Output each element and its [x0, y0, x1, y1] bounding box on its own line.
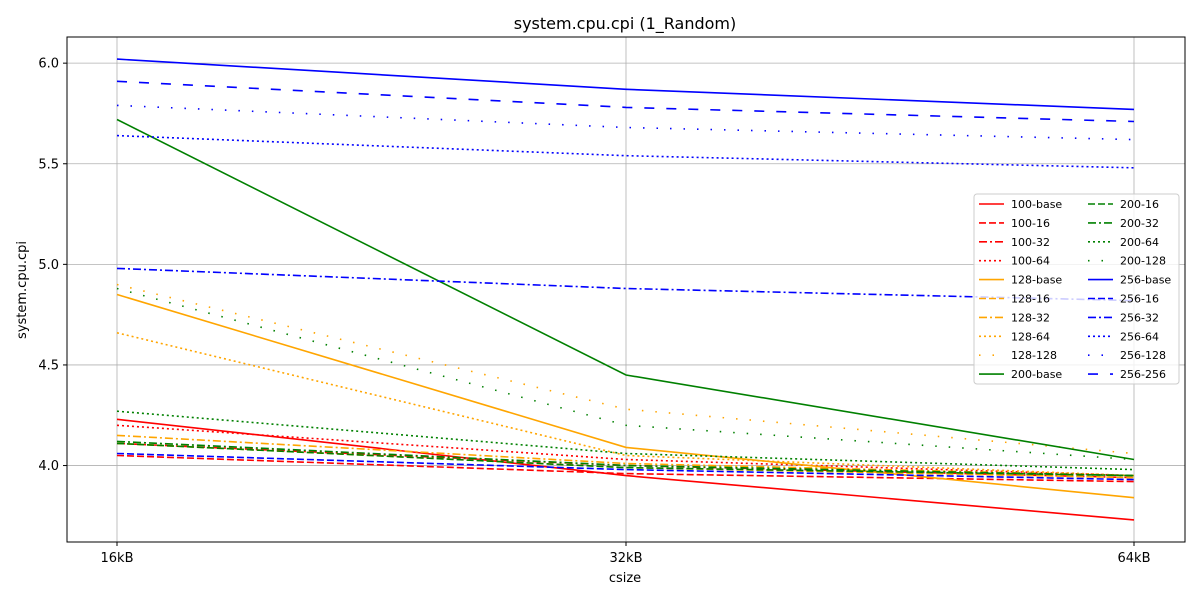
- legend-label: 256-256: [1120, 368, 1166, 381]
- series-line-256-32: [116, 267, 1135, 302]
- legend-label: 256-64: [1120, 330, 1159, 343]
- y-axis-label: system.cpu.cpi: [15, 241, 30, 339]
- series-line-100-32: [116, 442, 1135, 479]
- x-axis-label: csize: [609, 571, 641, 586]
- legend-label: 200-16: [1120, 198, 1159, 211]
- y-tick-label: 4.5: [38, 358, 59, 373]
- legend-label: 256-32: [1120, 311, 1159, 324]
- legend-label: 128-16: [1011, 293, 1050, 306]
- legend: 100-base 100-16 100-32 100-64 128-base 128-16…: [973, 193, 1180, 385]
- y-tick-label: 6.0: [38, 57, 59, 72]
- legend-box: [973, 193, 1180, 385]
- legend-label: 256-128: [1120, 349, 1166, 362]
- series-line-200-base: [116, 118, 1135, 461]
- series-line-200-128: [116, 287, 1135, 461]
- legend-label: 128-64: [1011, 330, 1050, 343]
- x-ticks: 16kB 32kB 64kB: [101, 542, 1151, 566]
- legend-label: 200-64: [1120, 236, 1159, 249]
- x-tick-label: 32kB: [610, 551, 643, 566]
- legend-label: 100-16: [1011, 217, 1050, 230]
- legend-label: 128-32: [1011, 311, 1050, 324]
- legend-label: 200-32: [1120, 217, 1159, 230]
- series-line-128-base: [116, 293, 1135, 499]
- series-line-100-64: [116, 424, 1135, 477]
- y-ticks: 4.0 4.5 5.0 5.5 6.0: [38, 57, 67, 474]
- series-line-128-128: [116, 283, 1135, 455]
- legend-label: 100-32: [1011, 236, 1050, 249]
- legend-label: 256-16: [1120, 293, 1159, 306]
- series-layer: [116, 58, 1135, 521]
- chart-title: system.cpu.cpi (1_Random): [514, 14, 737, 34]
- legend-label: 100-64: [1011, 255, 1050, 268]
- legend-label: 200-128: [1120, 255, 1166, 268]
- legend-label: 128-base: [1011, 274, 1062, 287]
- series-line-200-32: [116, 440, 1135, 477]
- series-line-100-base: [116, 418, 1135, 521]
- y-tick-label: 5.0: [38, 258, 59, 273]
- x-tick-label: 16kB: [101, 551, 134, 566]
- legend-label: 200-base: [1011, 368, 1062, 381]
- legend-label: 128-128: [1011, 349, 1057, 362]
- legend-label: 100-base: [1011, 198, 1062, 211]
- y-tick-label: 5.5: [38, 157, 59, 172]
- series-line-256-256: [116, 80, 1135, 123]
- series-line-256-base: [116, 58, 1135, 111]
- legend-label: 256-base: [1120, 274, 1171, 287]
- series-line-200-64: [116, 410, 1135, 471]
- y-tick-label: 4.0: [38, 459, 59, 474]
- x-tick-label: 64kB: [1118, 551, 1151, 566]
